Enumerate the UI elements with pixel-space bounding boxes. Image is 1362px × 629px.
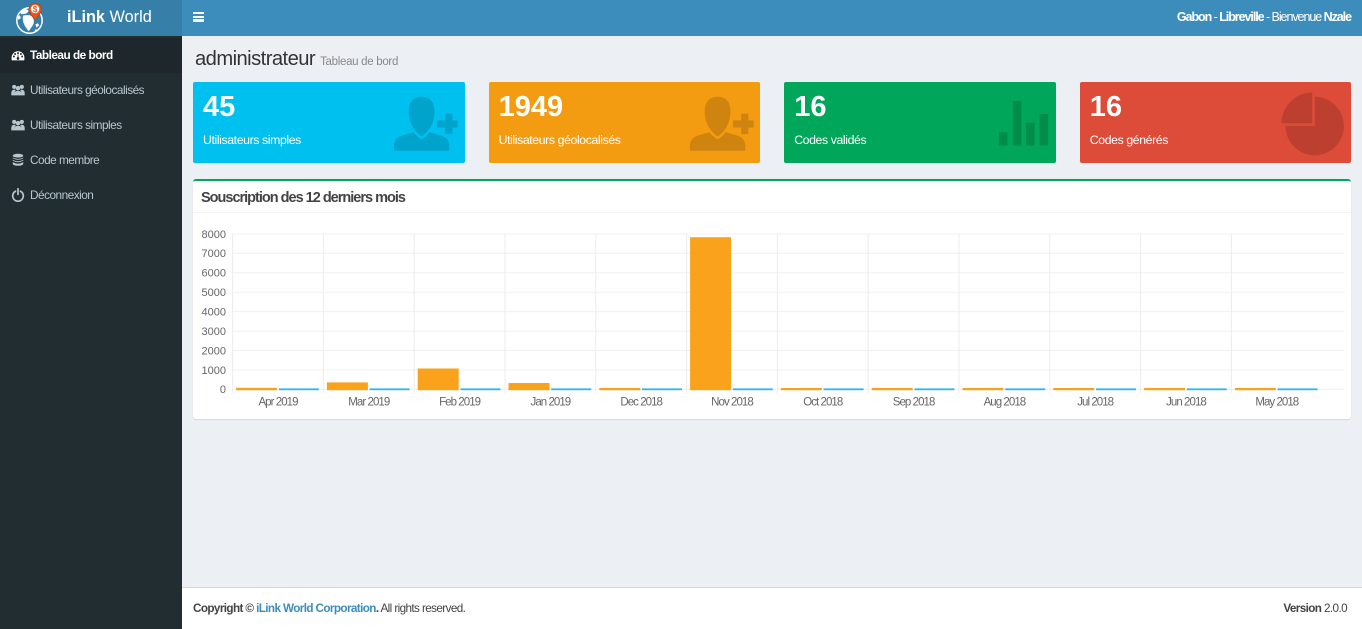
svg-text:Dec 2018: Dec 2018 <box>620 396 662 408</box>
svg-text:Nov 2018: Nov 2018 <box>711 396 753 408</box>
svg-text:Sep 2018: Sep 2018 <box>893 396 935 408</box>
svg-text:Aug 2018: Aug 2018 <box>984 396 1026 408</box>
svg-text:Mar 2019: Mar 2019 <box>348 396 390 408</box>
svg-text:2000: 2000 <box>202 345 226 357</box>
svg-text:Oct 2018: Oct 2018 <box>803 396 843 408</box>
svg-text:Jun 2018: Jun 2018 <box>1166 396 1206 408</box>
svg-text:6000: 6000 <box>202 268 226 280</box>
svg-text:7000: 7000 <box>202 248 226 260</box>
svg-text:1000: 1000 <box>202 365 226 377</box>
svg-text:Jan 2019: Jan 2019 <box>531 396 571 408</box>
svg-text:4000: 4000 <box>202 306 226 318</box>
svg-text:5000: 5000 <box>202 287 226 299</box>
svg-text:8000: 8000 <box>202 229 226 241</box>
svg-text:3000: 3000 <box>202 326 226 338</box>
svg-text:0: 0 <box>220 384 226 396</box>
svg-text:$: $ <box>33 4 38 14</box>
svg-text:Feb 2019: Feb 2019 <box>439 396 481 408</box>
svg-text:May 2018: May 2018 <box>1255 396 1298 408</box>
svg-text:Apr 2019: Apr 2019 <box>258 396 298 408</box>
svg-text:Jul 2018: Jul 2018 <box>1077 396 1113 408</box>
